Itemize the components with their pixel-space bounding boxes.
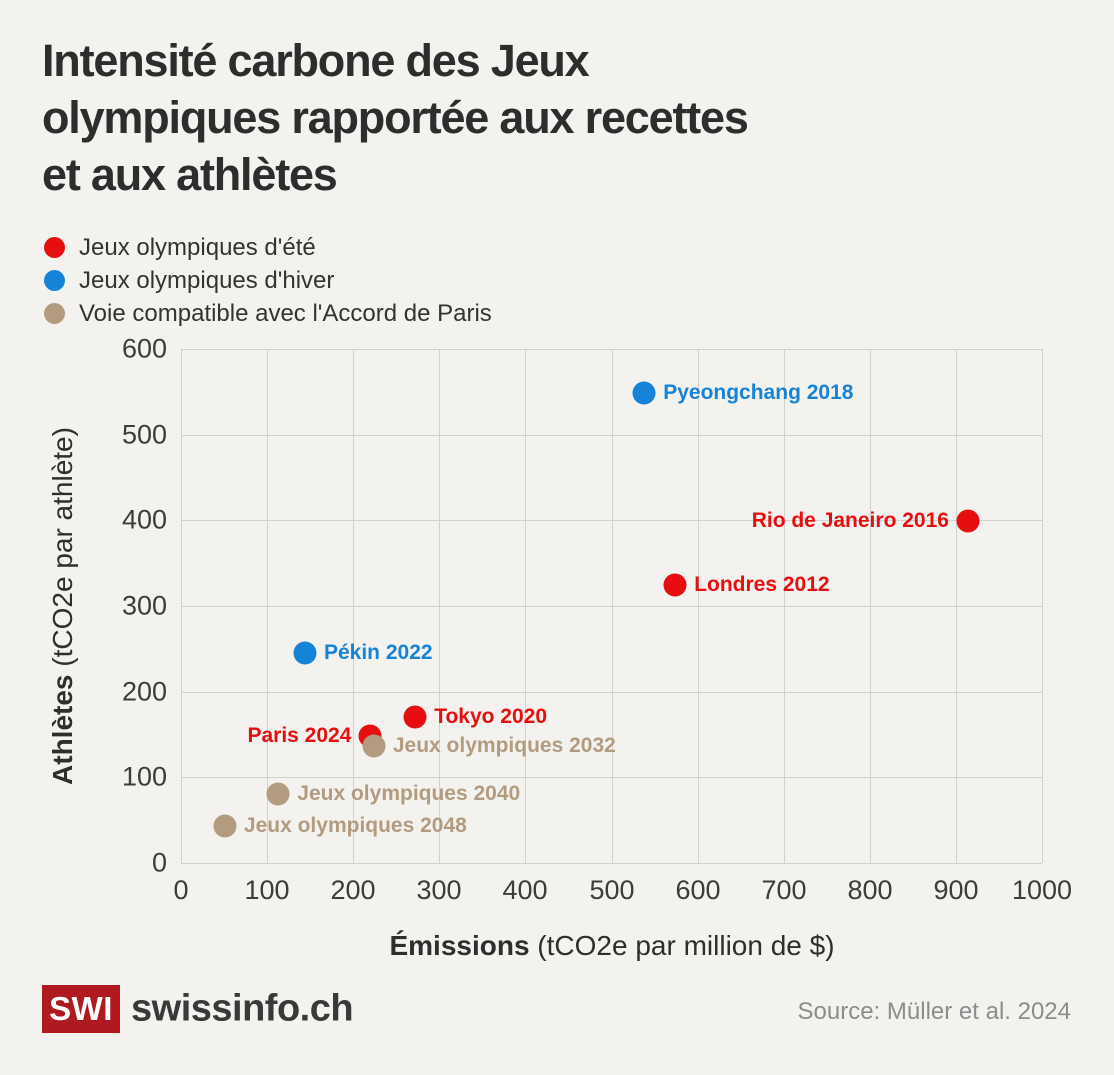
- grid-line-y-600: [181, 349, 1042, 350]
- legend-item-voie-compatible-avec-l-accord-de-paris: Voie compatible avec l'Accord de Paris: [44, 297, 492, 330]
- x-tick-label: 100: [244, 875, 290, 905]
- x-tick-label: 300: [416, 875, 462, 905]
- x-axis-title-bold: Émissions: [389, 930, 530, 961]
- x-tick-label: 600: [675, 875, 721, 905]
- data-point-rio-de-janeiro-2016: [956, 509, 980, 533]
- data-point-pyeongchang-2018: [632, 381, 656, 405]
- data-point-label-jeux-olympiques-2032: Jeux olympiques 2032: [392, 733, 616, 757]
- swi-logo: SWI: [42, 985, 120, 1033]
- y-axis-title-rest: (tCO2e par athlète): [47, 427, 78, 675]
- y-axis-title-bold: Athlètes: [47, 674, 78, 785]
- source-credit: Source: Müller et al. 2024: [797, 998, 1071, 1025]
- data-point-tokyo-2020: [403, 705, 427, 729]
- grid-line-y-500: [181, 435, 1042, 436]
- data-point-label-jeux-olympiques-2040: Jeux olympiques 2040: [297, 781, 521, 805]
- x-tick-label: 500: [589, 875, 635, 905]
- grid-line-y-300: [181, 606, 1042, 607]
- page-title-line: Intensité carbone des Jeux: [42, 35, 590, 86]
- grid-line-y-400: [181, 520, 1042, 521]
- data-point-label-pekin-2022: Pékin 2022: [323, 641, 433, 665]
- page-title-line: olympiques rapportée aux recettes: [42, 92, 749, 143]
- scatter-plot-area: 0 100 200 300 400 500 600 700 800 900 1000 0 100 200 3…: [122, 334, 1072, 906]
- brand-name: swissinfo.ch: [131, 987, 354, 1030]
- x-tick-label: 1000: [1011, 875, 1073, 905]
- page-title-line: et aux athlètes: [42, 149, 338, 200]
- data-point-label-rio-de-janeiro-2016: Rio de Janeiro 2016: [751, 509, 949, 533]
- y-tick-label: 600: [121, 333, 167, 364]
- y-tick-label: 100: [121, 761, 167, 792]
- x-tick-label: 0: [173, 875, 189, 905]
- legend-item-jeux-olympiques-d-hiver: Jeux olympiques d'hiver: [44, 264, 492, 297]
- y-axis-title: Athlètes (tCO2e par athlète): [47, 427, 79, 785]
- x-axis-title-rest: (tCO2e par million de $): [529, 930, 835, 961]
- chart-legend: Jeux olympiques d'été Jeux olympiques d'h…: [44, 231, 492, 330]
- grid-line-x-1000: [1042, 349, 1043, 863]
- legend-item-jeux-olympiques-d-ete: Jeux olympiques d'été: [44, 231, 492, 264]
- x-tick-label: 700: [761, 875, 807, 905]
- data-point-label-paris-2024: Paris 2024: [247, 724, 352, 748]
- legend-label: Jeux olympiques d'hiver: [79, 266, 335, 294]
- data-point-jeux-olympiques-2040: [266, 782, 290, 806]
- x-axis-title: Émissions (tCO2e par million de $): [389, 930, 834, 962]
- y-tick-label: 0: [151, 847, 167, 878]
- x-tick-label: 900: [933, 875, 979, 905]
- legend-dot-icon: [44, 270, 65, 291]
- data-point-label-jeux-olympiques-2048: Jeux olympiques 2048: [243, 814, 467, 838]
- grid-line-y-0: [181, 863, 1042, 864]
- x-tick-label: 800: [847, 875, 893, 905]
- grid-line-y-200: [181, 692, 1042, 693]
- legend-label: Voie compatible avec l'Accord de Paris: [79, 299, 492, 327]
- y-tick-label: 500: [121, 419, 167, 450]
- data-point-label-pyeongchang-2018: Pyeongchang 2018: [663, 380, 854, 404]
- x-tick-label: 400: [502, 875, 548, 905]
- data-point-jeux-olympiques-2048: [213, 814, 237, 838]
- data-point-londres-2012: [663, 573, 687, 597]
- data-point-jeux-olympiques-2032: [362, 734, 386, 758]
- data-point-label-tokyo-2020: Tokyo 2020: [434, 705, 548, 729]
- y-tick-label: 200: [121, 676, 167, 707]
- legend-dot-icon: [44, 237, 65, 258]
- x-tick-label: 200: [330, 875, 376, 905]
- y-tick-label: 400: [121, 504, 167, 535]
- grid-line-y-100: [181, 777, 1042, 778]
- page-title: Intensité carbone des Jeux olympiques ra…: [42, 32, 1072, 203]
- legend-label: Jeux olympiques d'été: [79, 233, 316, 261]
- data-point-label-londres-2012: Londres 2012: [694, 572, 830, 596]
- data-point-pekin-2022: [293, 641, 317, 665]
- y-tick-label: 300: [121, 590, 167, 621]
- legend-dot-icon: [44, 303, 65, 324]
